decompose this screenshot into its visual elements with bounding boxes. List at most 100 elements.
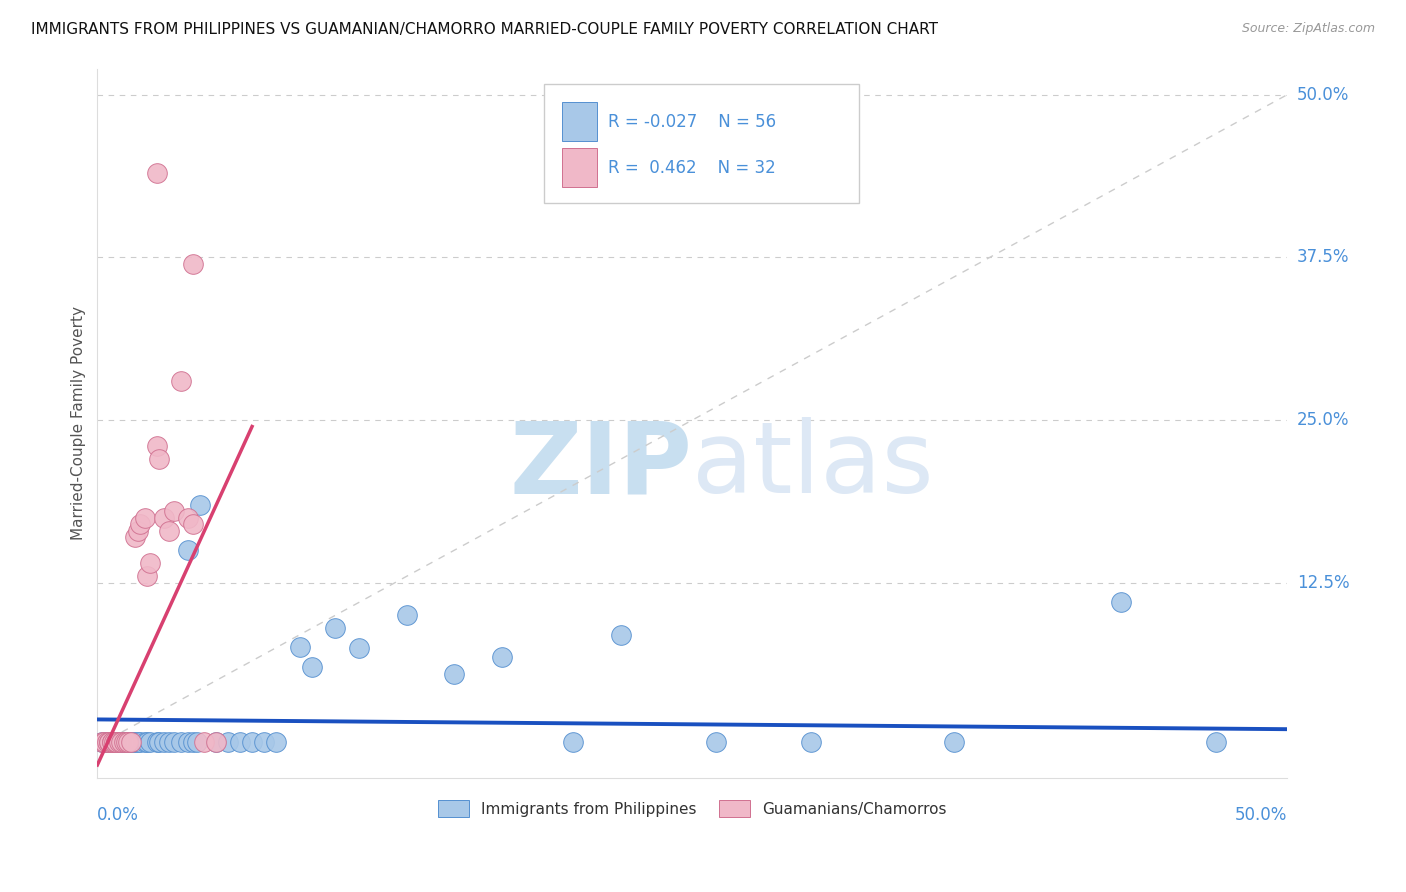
- Point: [100, 734, 122, 748]
- Point: [117, 734, 139, 748]
- Point: [181, 734, 204, 748]
- Point: [229, 734, 252, 748]
- Legend: Immigrants from Philippines, Guamanians/Chamorros: Immigrants from Philippines, Guamanians/…: [432, 794, 953, 823]
- Text: 37.5%: 37.5%: [1296, 248, 1350, 267]
- Text: 50.0%: 50.0%: [1234, 806, 1288, 824]
- Point: [127, 524, 149, 538]
- Point: [181, 517, 204, 532]
- Point: [153, 510, 176, 524]
- Point: [96, 734, 118, 748]
- Text: atlas: atlas: [692, 417, 934, 515]
- Y-axis label: Married-Couple Family Poverty: Married-Couple Family Poverty: [72, 306, 86, 541]
- Point: [98, 734, 121, 748]
- Point: [107, 734, 129, 748]
- Text: 50.0%: 50.0%: [1296, 86, 1350, 103]
- Point: [264, 734, 287, 748]
- Point: [134, 734, 156, 748]
- Point: [110, 734, 132, 748]
- Point: [148, 452, 170, 467]
- Point: [146, 439, 169, 453]
- Point: [253, 734, 276, 748]
- Point: [188, 498, 211, 512]
- Point: [105, 734, 128, 748]
- Text: R = -0.027    N = 56: R = -0.027 N = 56: [607, 112, 776, 131]
- Point: [325, 621, 347, 635]
- Point: [177, 543, 200, 558]
- Point: [205, 734, 228, 748]
- Point: [347, 640, 370, 655]
- Point: [117, 734, 139, 748]
- Point: [124, 530, 146, 544]
- Point: [157, 734, 180, 748]
- Point: [115, 734, 138, 748]
- Point: [120, 734, 142, 748]
- Point: [129, 734, 152, 748]
- Point: [115, 734, 138, 748]
- Point: [138, 556, 160, 570]
- Point: [98, 734, 121, 748]
- Text: 25.0%: 25.0%: [1296, 411, 1350, 429]
- Point: [110, 734, 132, 748]
- Point: [1109, 595, 1132, 609]
- Point: [100, 734, 122, 748]
- Point: [169, 374, 191, 388]
- Point: [124, 734, 146, 748]
- Point: [943, 734, 966, 748]
- Point: [395, 608, 418, 623]
- Point: [288, 640, 311, 654]
- Point: [153, 734, 176, 748]
- Point: [98, 734, 121, 748]
- Point: [103, 734, 125, 748]
- Point: [562, 734, 585, 748]
- Point: [129, 517, 152, 532]
- Point: [177, 734, 200, 748]
- Point: [136, 569, 159, 583]
- Point: [105, 734, 128, 748]
- Point: [1205, 734, 1227, 748]
- FancyBboxPatch shape: [544, 84, 859, 203]
- Point: [110, 734, 132, 748]
- Point: [301, 660, 323, 674]
- Point: [103, 734, 125, 748]
- Point: [162, 734, 184, 748]
- Text: ZIP: ZIP: [509, 417, 692, 515]
- Point: [800, 734, 823, 748]
- Point: [146, 734, 169, 748]
- Point: [148, 734, 170, 748]
- Point: [127, 734, 149, 748]
- Point: [91, 734, 114, 748]
- Point: [177, 510, 200, 524]
- Point: [100, 734, 122, 748]
- Point: [112, 734, 135, 748]
- Point: [491, 649, 513, 664]
- Point: [100, 734, 122, 748]
- Point: [186, 734, 208, 748]
- Point: [138, 734, 160, 748]
- Point: [610, 628, 633, 642]
- Point: [120, 734, 142, 748]
- Point: [105, 734, 128, 748]
- Point: [110, 734, 132, 748]
- Point: [169, 734, 191, 748]
- Point: [115, 734, 138, 748]
- Point: [96, 734, 118, 748]
- Point: [107, 734, 129, 748]
- Text: IMMIGRANTS FROM PHILIPPINES VS GUAMANIAN/CHAMORRO MARRIED-COUPLE FAMILY POVERTY : IMMIGRANTS FROM PHILIPPINES VS GUAMANIAN…: [31, 22, 938, 37]
- Point: [205, 734, 228, 748]
- Point: [103, 734, 125, 748]
- Point: [704, 734, 727, 748]
- Text: 12.5%: 12.5%: [1296, 574, 1350, 591]
- Bar: [561, 148, 598, 187]
- Text: Source: ZipAtlas.com: Source: ZipAtlas.com: [1241, 22, 1375, 36]
- Point: [443, 666, 465, 681]
- Point: [136, 734, 159, 748]
- Point: [157, 524, 180, 538]
- Point: [217, 734, 239, 748]
- Point: [93, 734, 115, 748]
- Point: [181, 257, 204, 271]
- Point: [98, 734, 121, 748]
- Bar: [561, 103, 598, 141]
- Point: [112, 734, 135, 748]
- Point: [134, 510, 156, 524]
- Point: [91, 734, 114, 748]
